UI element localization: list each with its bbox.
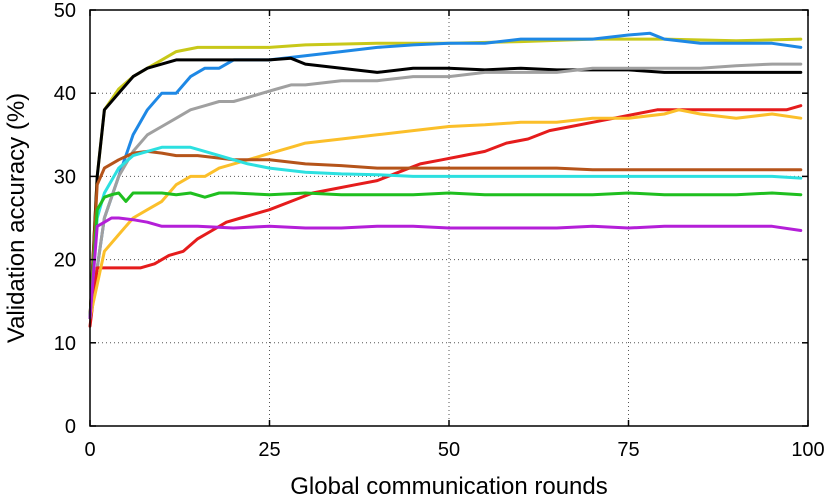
series-line-1 <box>88 37 803 320</box>
series-line-8 <box>88 145 803 320</box>
y-tick-label: 30 <box>54 166 76 188</box>
x-tick-label: 25 <box>258 439 280 461</box>
series-line-4 <box>88 62 803 320</box>
y-tick-label: 40 <box>54 83 76 105</box>
series-line-3 <box>88 56 803 320</box>
axis-ticks: 0 10 20 30 40 50 0 25 50 75 100 <box>54 0 825 461</box>
y-tick-label: 20 <box>54 250 76 272</box>
series-line-6 <box>88 108 803 320</box>
x-tick-label: 0 <box>84 439 95 461</box>
grid <box>90 10 808 426</box>
series-line-7 <box>88 149 803 320</box>
y-tick-label: 10 <box>54 333 76 355</box>
x-tick-label: 75 <box>617 439 639 461</box>
series-line-9 <box>88 191 803 320</box>
series-line-2 <box>88 31 803 320</box>
series-line-10 <box>88 216 803 320</box>
x-tick-label: 100 <box>791 439 824 461</box>
x-axis-title: Global communication rounds <box>290 473 608 498</box>
y-axis-title: Validation accuracy (%) <box>3 93 30 343</box>
y-tick-label: 0 <box>65 416 76 438</box>
series-line-5 <box>88 104 803 328</box>
x-tick-label: 50 <box>438 439 460 461</box>
y-tick-label: 50 <box>54 0 76 22</box>
series-lines <box>88 31 803 328</box>
